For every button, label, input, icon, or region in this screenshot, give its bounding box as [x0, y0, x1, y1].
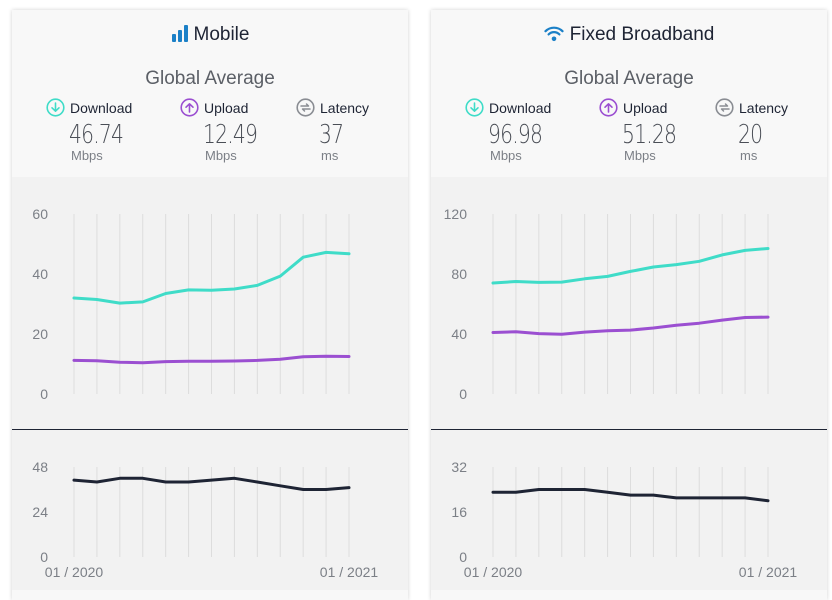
x-tick-label: 01 / 2021 [320, 564, 379, 580]
upload-label: Upload [623, 100, 668, 116]
mobile-latency-chart-svg: 0 24 48 01 / 2020 01 / 2021 [32, 459, 379, 580]
broadband-speed-chart: 0 40 80 120 [431, 177, 827, 430]
broadband-header: Fixed Broadband Global Average Download … [431, 10, 827, 177]
chart-divider [431, 429, 827, 430]
y-tick-label: 0 [459, 386, 467, 402]
y-tick-label: 80 [451, 266, 467, 282]
upload-value: 51.28 [622, 120, 677, 150]
upload-arrow-icon [180, 98, 199, 117]
y-tick-label: 60 [32, 206, 48, 222]
download-unit: Mbps [490, 148, 522, 163]
series-line-download [72, 250, 351, 305]
mobile-speed-chart-svg: 0 20 40 60 [32, 206, 351, 402]
latency-gauge-icon [715, 98, 734, 117]
broadband-latency-chart: 0 16 32 01 / 2020 01 / 2021 [431, 430, 827, 590]
x-tick-label: 01 / 2021 [739, 564, 798, 580]
y-tick-label: 0 [40, 386, 48, 402]
download-value: 46.74 [69, 120, 124, 150]
y-tick-label: 24 [32, 504, 48, 520]
mobile-upload-metric: Upload 12.49 Mbps [180, 98, 300, 163]
download-label: Download [489, 100, 552, 116]
mobile-title: Mobile [12, 24, 408, 48]
latency-label: Latency [320, 100, 370, 116]
latency-label: Latency [739, 100, 789, 116]
mobile-download-metric: Download 46.74 Mbps [46, 98, 166, 163]
broadband-download-metric: Download 96.98 Mbps [465, 98, 585, 163]
mobile-speed-chart: 0 20 40 60 [12, 177, 408, 430]
broadband-title-text: Fixed Broadband [569, 24, 715, 45]
download-value: 96.98 [488, 120, 543, 150]
latency-gauge-icon [296, 98, 315, 117]
upload-unit: Mbps [624, 148, 656, 163]
mobile-panel: Mobile Global Average Download 46.74 Mbp… [12, 10, 408, 600]
y-tick-label: 48 [32, 459, 48, 475]
broadband-title: Fixed Broadband [431, 24, 827, 48]
chart-divider [12, 429, 408, 430]
panel-footer [12, 590, 408, 600]
mobile-subtitle: Global Average [145, 68, 275, 89]
series-line-download [491, 247, 770, 285]
series-line-upload [491, 315, 770, 336]
y-tick-label: 32 [451, 459, 467, 475]
upload-label: Upload [204, 100, 249, 116]
download-unit: Mbps [71, 148, 103, 163]
latency-unit: ms [740, 148, 758, 163]
signal-bars-icon [171, 25, 188, 48]
y-tick-label: 0 [459, 549, 467, 565]
x-tick-label: 01 / 2020 [464, 564, 523, 580]
latency-value: 20 [738, 120, 763, 150]
upload-arrow-icon [599, 98, 618, 117]
y-tick-label: 0 [40, 549, 48, 565]
y-tick-label: 120 [444, 206, 468, 222]
mobile-latency-metric: Latency 37 ms [296, 98, 416, 163]
broadband-latency-metric: Latency 20 ms [715, 98, 832, 163]
series-line-upload [72, 354, 351, 365]
panel-footer [431, 590, 827, 600]
download-label: Download [70, 100, 133, 116]
x-tick-label: 01 / 2020 [45, 564, 104, 580]
broadband-subtitle: Global Average [564, 68, 694, 89]
upload-value: 12.49 [203, 120, 258, 150]
series-line-latency [491, 488, 770, 503]
download-arrow-icon [46, 98, 65, 117]
broadband-speed-chart-svg: 0 40 80 120 [444, 206, 770, 402]
download-arrow-icon [465, 98, 484, 117]
mobile-header: Mobile Global Average Download 46.74 Mbp… [12, 10, 408, 177]
latency-value: 37 [319, 120, 344, 150]
broadband-latency-chart-svg: 0 16 32 01 / 2020 01 / 2021 [451, 459, 798, 580]
y-tick-label: 16 [451, 504, 467, 520]
mobile-title-text: Mobile [193, 24, 250, 45]
latency-unit: ms [321, 148, 339, 163]
upload-unit: Mbps [205, 148, 237, 163]
series-line-latency [72, 476, 351, 491]
mobile-latency-chart: 0 24 48 01 / 2020 01 / 2021 [12, 430, 408, 590]
y-tick-label: 40 [32, 266, 48, 282]
broadband-panel: Fixed Broadband Global Average Download … [431, 10, 827, 600]
wifi-icon [544, 25, 564, 48]
y-tick-label: 40 [451, 326, 467, 342]
y-tick-label: 20 [32, 326, 48, 342]
broadband-upload-metric: Upload 51.28 Mbps [599, 98, 719, 163]
